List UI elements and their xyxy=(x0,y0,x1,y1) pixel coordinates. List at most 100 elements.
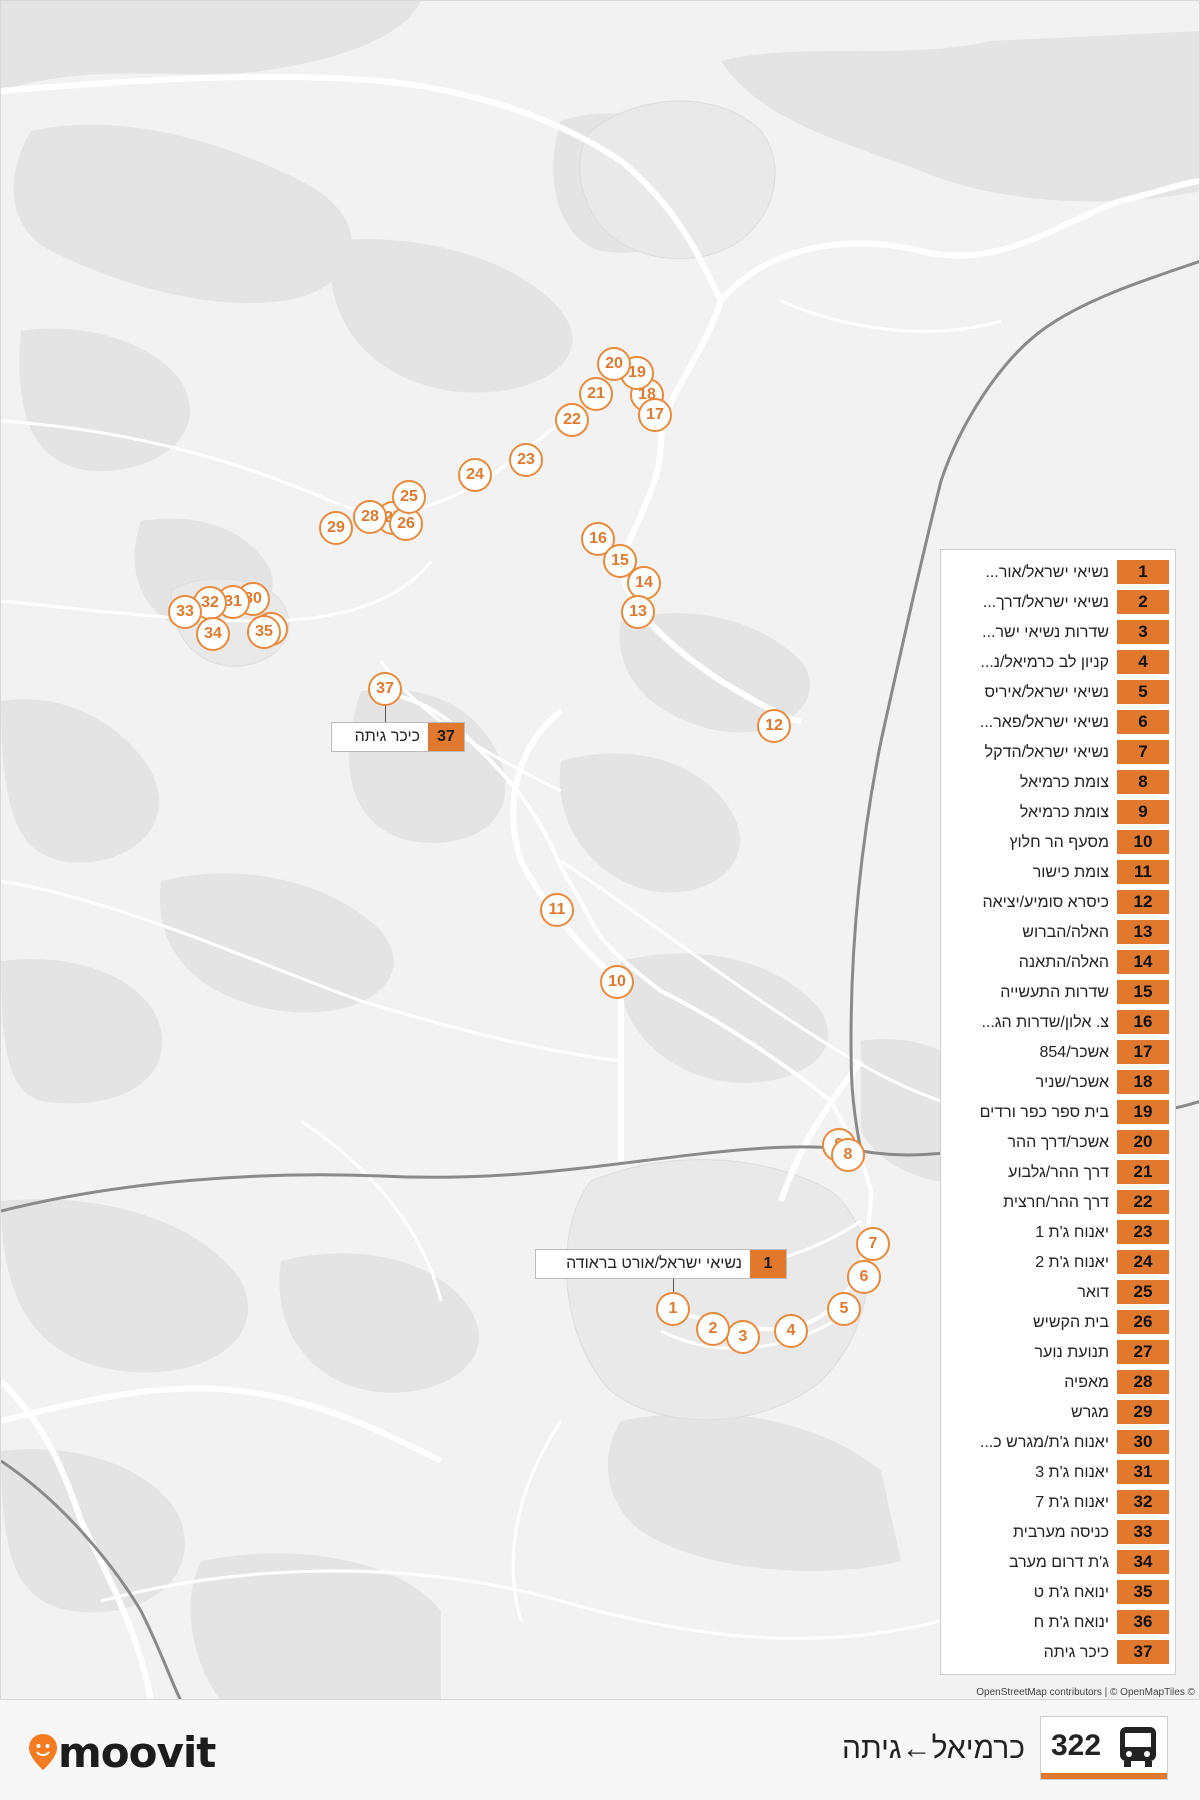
legend-item[interactable]: 3 שדרות נשיאי ישר... xyxy=(941,618,1177,648)
legend-item[interactable]: 35 ינואח ג'ת ט xyxy=(941,1578,1177,1608)
stop-marker-12[interactable]: 12 xyxy=(757,709,791,743)
legend-item[interactable]: 32 יאנוח ג'ת 7 xyxy=(941,1488,1177,1518)
legend-item[interactable]: 14 האלה/התאנה xyxy=(941,948,1177,978)
legend-item[interactable]: 19 בית ספר כפר ורדים xyxy=(941,1098,1177,1128)
legend-item[interactable]: 28 מאפיה xyxy=(941,1368,1177,1398)
legend-item-name: צומת כרמיאל xyxy=(1019,804,1109,821)
legend-item[interactable]: 18 אשכר/שניר xyxy=(941,1068,1177,1098)
legend-item-name: אשכר/854 xyxy=(1039,1044,1110,1061)
moovit-pin-icon xyxy=(29,1734,57,1770)
legend-item[interactable]: 6 נשיאי ישראל/פאר... xyxy=(941,708,1177,738)
legend-item-number: 37 xyxy=(1117,1640,1169,1664)
legend-item[interactable]: 33 כניסה מערבית xyxy=(941,1518,1177,1548)
legend-item[interactable]: 5 נשיאי ישראל/איריס xyxy=(941,678,1177,708)
legend-item-number: 6 xyxy=(1117,710,1169,734)
stop-marker-8[interactable]: 8 xyxy=(831,1138,865,1172)
stop-marker-34[interactable]: 34 xyxy=(196,617,230,651)
route-badge: 322 xyxy=(1040,1716,1168,1780)
legend-item[interactable]: 36 ינואח ג'ת ח xyxy=(941,1608,1177,1638)
legend-item[interactable]: 16 צ. אלון/שדרות הג... xyxy=(941,1008,1177,1038)
stop-marker-21[interactable]: 21 xyxy=(579,377,613,411)
stop-marker-25[interactable]: 25 xyxy=(392,480,426,514)
legend-item-number: 29 xyxy=(1117,1400,1169,1424)
legend-item-name: יאנוח ג'ת 1 xyxy=(1035,1224,1109,1241)
legend-item[interactable]: 22 דרך ההר/חרצית xyxy=(941,1188,1177,1218)
stop-marker-29[interactable]: 29 xyxy=(319,511,353,545)
legend-item-name: יאנוח ג'ת 3 xyxy=(1035,1464,1109,1481)
stop-marker-10[interactable]: 10 xyxy=(600,965,634,999)
stop-marker-1[interactable]: 1 xyxy=(656,1292,690,1326)
stop-marker-2[interactable]: 2 xyxy=(696,1312,730,1346)
stop-marker-33[interactable]: 33 xyxy=(168,595,202,629)
legend-item-number: 25 xyxy=(1117,1280,1169,1304)
legend-item[interactable]: 1 נשיאי ישראל/אור... xyxy=(941,558,1177,588)
stop-marker-23[interactable]: 23 xyxy=(509,443,543,477)
legend-item[interactable]: 15 שדרות התעשייה xyxy=(941,978,1177,1008)
stop-marker-22[interactable]: 22 xyxy=(555,403,589,437)
main-roads xyxy=(1,73,1199,1699)
stop-marker-3[interactable]: 3 xyxy=(726,1320,760,1354)
legend-item[interactable]: 26 בית הקשיש xyxy=(941,1308,1177,1338)
legend-item[interactable]: 23 יאנוח ג'ת 1 xyxy=(941,1218,1177,1248)
legend-item[interactable]: 11 צומת כישור xyxy=(941,858,1177,888)
legend-item-name: אשכר/שניר xyxy=(1035,1074,1109,1091)
stop-marker-7[interactable]: 7 xyxy=(856,1227,890,1261)
legend-item-name: תנועת נוער xyxy=(1034,1344,1110,1361)
legend-item-number: 24 xyxy=(1117,1250,1169,1274)
stop-marker-17[interactable]: 17 xyxy=(638,398,672,432)
stop-marker-37[interactable]: 37 xyxy=(368,672,402,706)
stop-marker-20[interactable]: 20 xyxy=(597,347,631,381)
legend-item[interactable]: 4 קניון לב כרמיאל/נ... xyxy=(941,648,1177,678)
legend-item-name: בית ספר כפר ורדים xyxy=(979,1104,1109,1121)
route-map[interactable]: 1 נשיאי ישראל/אורט בראודה 37 כיכר גיתה 3… xyxy=(0,0,1200,1700)
legend-item-number: 4 xyxy=(1117,650,1169,674)
legend-item-number: 31 xyxy=(1117,1460,1169,1484)
legend-item[interactable]: 13 האלה/הברוש xyxy=(941,918,1177,948)
legend-item[interactable]: 27 תנועת נוער xyxy=(941,1338,1177,1368)
end-stop-callout[interactable]: 37 כיכר גיתה xyxy=(331,722,465,752)
legend-item[interactable]: 12 כיסרא סומיע/יציאה xyxy=(941,888,1177,918)
legend-item[interactable]: 25 דואר xyxy=(941,1278,1177,1308)
stop-marker-6[interactable]: 6 xyxy=(847,1260,881,1294)
legend-item[interactable]: 34 ג'ת דרום מערב xyxy=(941,1548,1177,1578)
route-number: 322 xyxy=(1051,1729,1102,1762)
legend-item[interactable]: 31 יאנוח ג'ת 3 xyxy=(941,1458,1177,1488)
legend-item[interactable]: 37 כיכר גיתה xyxy=(941,1638,1177,1668)
stop-marker-24[interactable]: 24 xyxy=(458,458,492,492)
stop-marker-5[interactable]: 5 xyxy=(827,1292,861,1326)
legend-item[interactable]: 20 אשכר/דרך ההר xyxy=(941,1128,1177,1158)
legend-item-name: ינואח ג'ת ח xyxy=(1033,1614,1109,1631)
legend-item[interactable]: 29 מגרש xyxy=(941,1398,1177,1428)
map-attribution[interactable]: OpenStreetMap contributors | © OpenMapTi… xyxy=(976,1687,1195,1698)
legend-item[interactable]: 17 אשכר/854 xyxy=(941,1038,1177,1068)
legend-item[interactable]: 8 צומת כרמיאל xyxy=(941,768,1177,798)
start-stop-callout-name: נשיאי ישראל/אורט בראודה xyxy=(566,1255,742,1272)
legend-item[interactable]: 9 צומת כרמיאל xyxy=(941,798,1177,828)
legend-item[interactable]: 10 מסעף הר חלוץ xyxy=(941,828,1177,858)
legend-item[interactable]: 2 נשיאי ישראל/דרך... xyxy=(941,588,1177,618)
stop-marker-4[interactable]: 4 xyxy=(774,1314,808,1348)
legend-item-number: 9 xyxy=(1117,800,1169,824)
legend-item-name: קניון לב כרמיאל/נ... xyxy=(980,654,1109,671)
legend-item[interactable]: 21 דרך ההר/גלבוע xyxy=(941,1158,1177,1188)
legend-item-name: האלה/התאנה xyxy=(1018,954,1109,971)
legend-item-name: צומת כרמיאל xyxy=(1019,774,1109,791)
stop-marker-35[interactable]: 35 xyxy=(247,615,281,649)
legend-item-number: 7 xyxy=(1117,740,1169,764)
moovit-logo[interactable]: moovit xyxy=(28,1728,216,1777)
stop-marker-28[interactable]: 28 xyxy=(353,500,387,534)
legend-item-name: נשיאי ישראל/איריס xyxy=(984,684,1110,701)
legend-item-number: 30 xyxy=(1117,1430,1169,1454)
stop-marker-13[interactable]: 13 xyxy=(621,595,655,629)
legend-item-number: 21 xyxy=(1117,1160,1169,1184)
start-stop-callout[interactable]: 1 נשיאי ישראל/אורט בראודה xyxy=(535,1249,787,1279)
legend-item[interactable]: 24 יאנוח ג'ת 2 xyxy=(941,1248,1177,1278)
legend-item-name: נשיאי ישראל/הדקל xyxy=(984,744,1109,761)
legend-item-number: 15 xyxy=(1117,980,1169,1004)
stop-marker-11[interactable]: 11 xyxy=(540,893,574,927)
legend-item-number: 34 xyxy=(1117,1550,1169,1574)
legend-item[interactable]: 7 נשיאי ישראל/הדקל xyxy=(941,738,1177,768)
legend-item[interactable]: 30 יאנוח ג'ת/מגרש כ... xyxy=(941,1428,1177,1458)
legend-item-number: 18 xyxy=(1117,1070,1169,1094)
legend-item-name: האלה/הברוש xyxy=(1022,924,1109,941)
